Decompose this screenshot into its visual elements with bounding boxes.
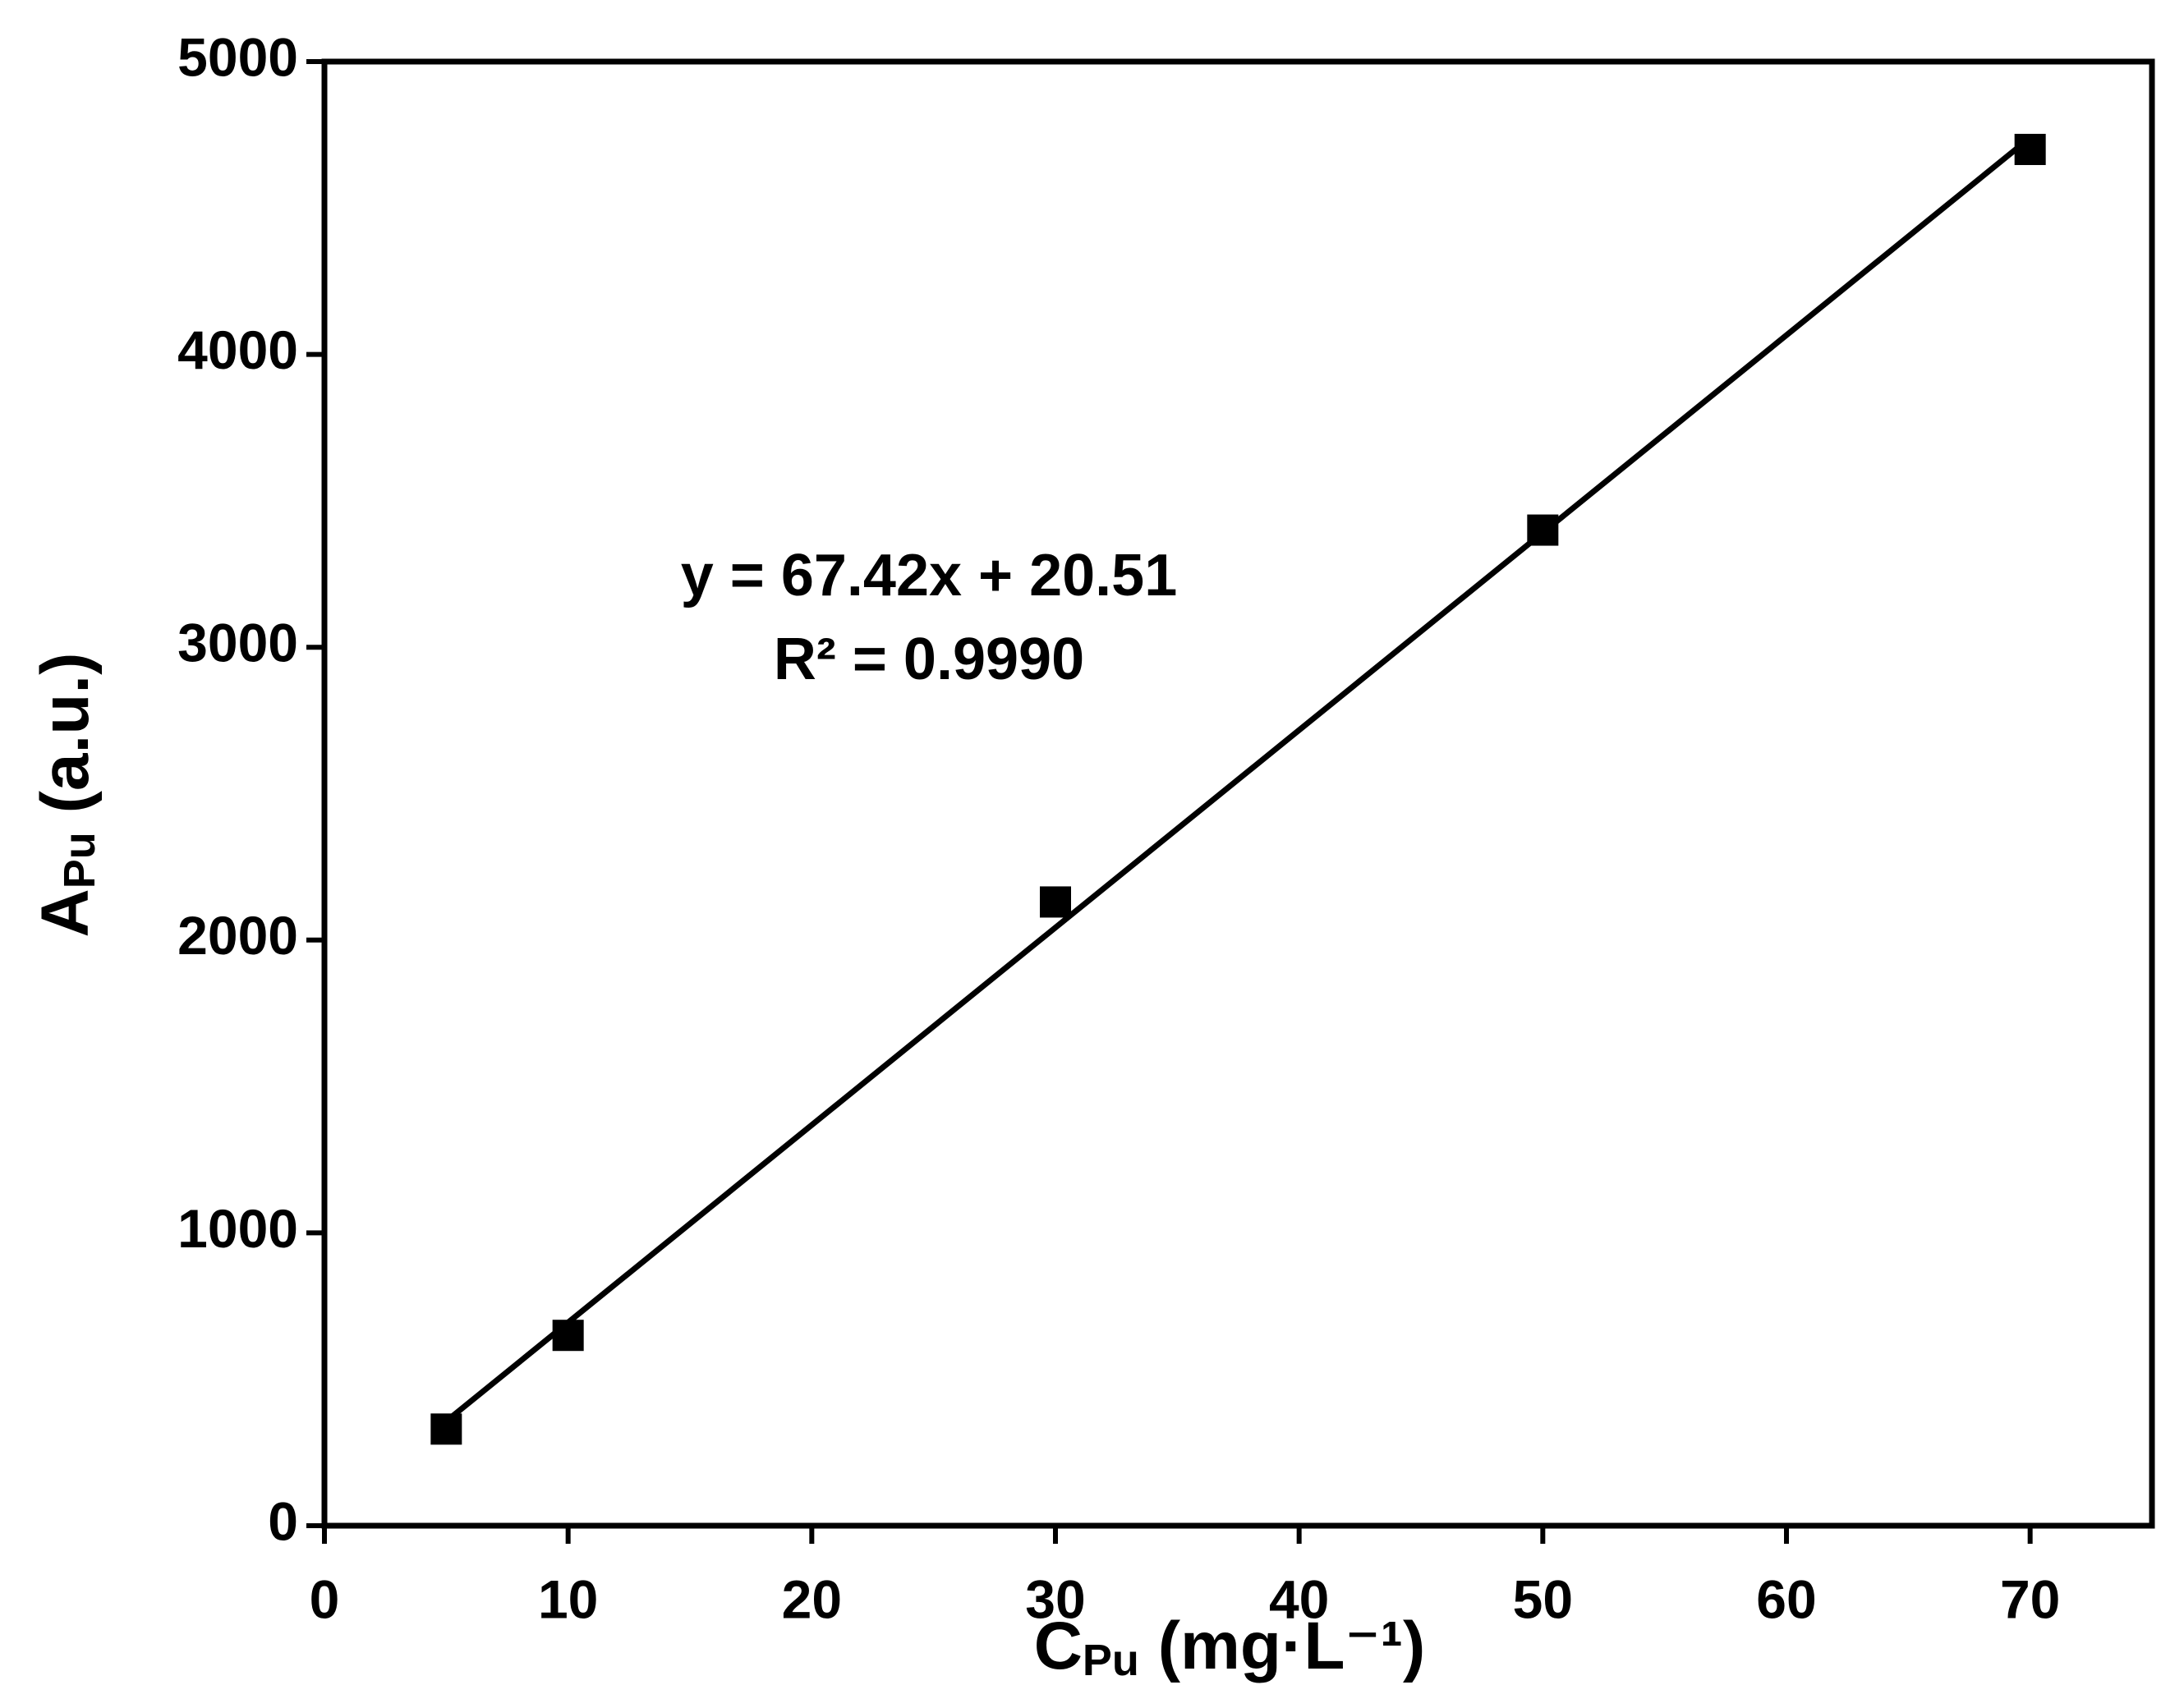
x-label-rest: (mg·L⁻¹) [1139,1609,1425,1683]
plot-frame [321,58,2155,1529]
x-tick-label: 70 [2000,1568,2060,1629]
y-label-sub: Pu [55,832,104,888]
y-axis-label: APu (a.u.) [28,653,105,938]
point [2014,133,2046,165]
point [552,1320,584,1352]
r-squared: R² = 0.9990 [774,627,1084,692]
x-tick-label: 20 [782,1568,842,1629]
fit-line [444,135,2032,1424]
point [1527,514,1559,546]
y-label-main: A [28,888,103,937]
y-tick-label: 2000 [177,905,298,966]
x-axis-label: CPu (mg·L⁻¹) [1034,1609,1426,1686]
x-label-sub: Pu [1083,1636,1139,1685]
y-label-rest: (a.u.) [28,653,103,833]
y-tick-label: 3000 [177,613,298,673]
x-label-main: C [1034,1609,1083,1683]
x-tick-label: 0 [310,1568,340,1629]
x-tick-label: 40 [1269,1568,1329,1629]
y-tick-label: 4000 [177,319,298,380]
y-tick-label: 1000 [177,1198,298,1259]
x-tick-label: 60 [1756,1568,1816,1629]
x-tick-label: 10 [538,1568,598,1629]
equation: y = 67.42x + 20.51 [681,543,1178,608]
y-tick-label: 5000 [177,26,298,87]
x-tick-label: 50 [1513,1568,1573,1629]
point [1040,886,1071,918]
y-tick-label: 0 [268,1490,298,1551]
point [430,1413,462,1445]
x-tick-label: 30 [1025,1568,1085,1629]
